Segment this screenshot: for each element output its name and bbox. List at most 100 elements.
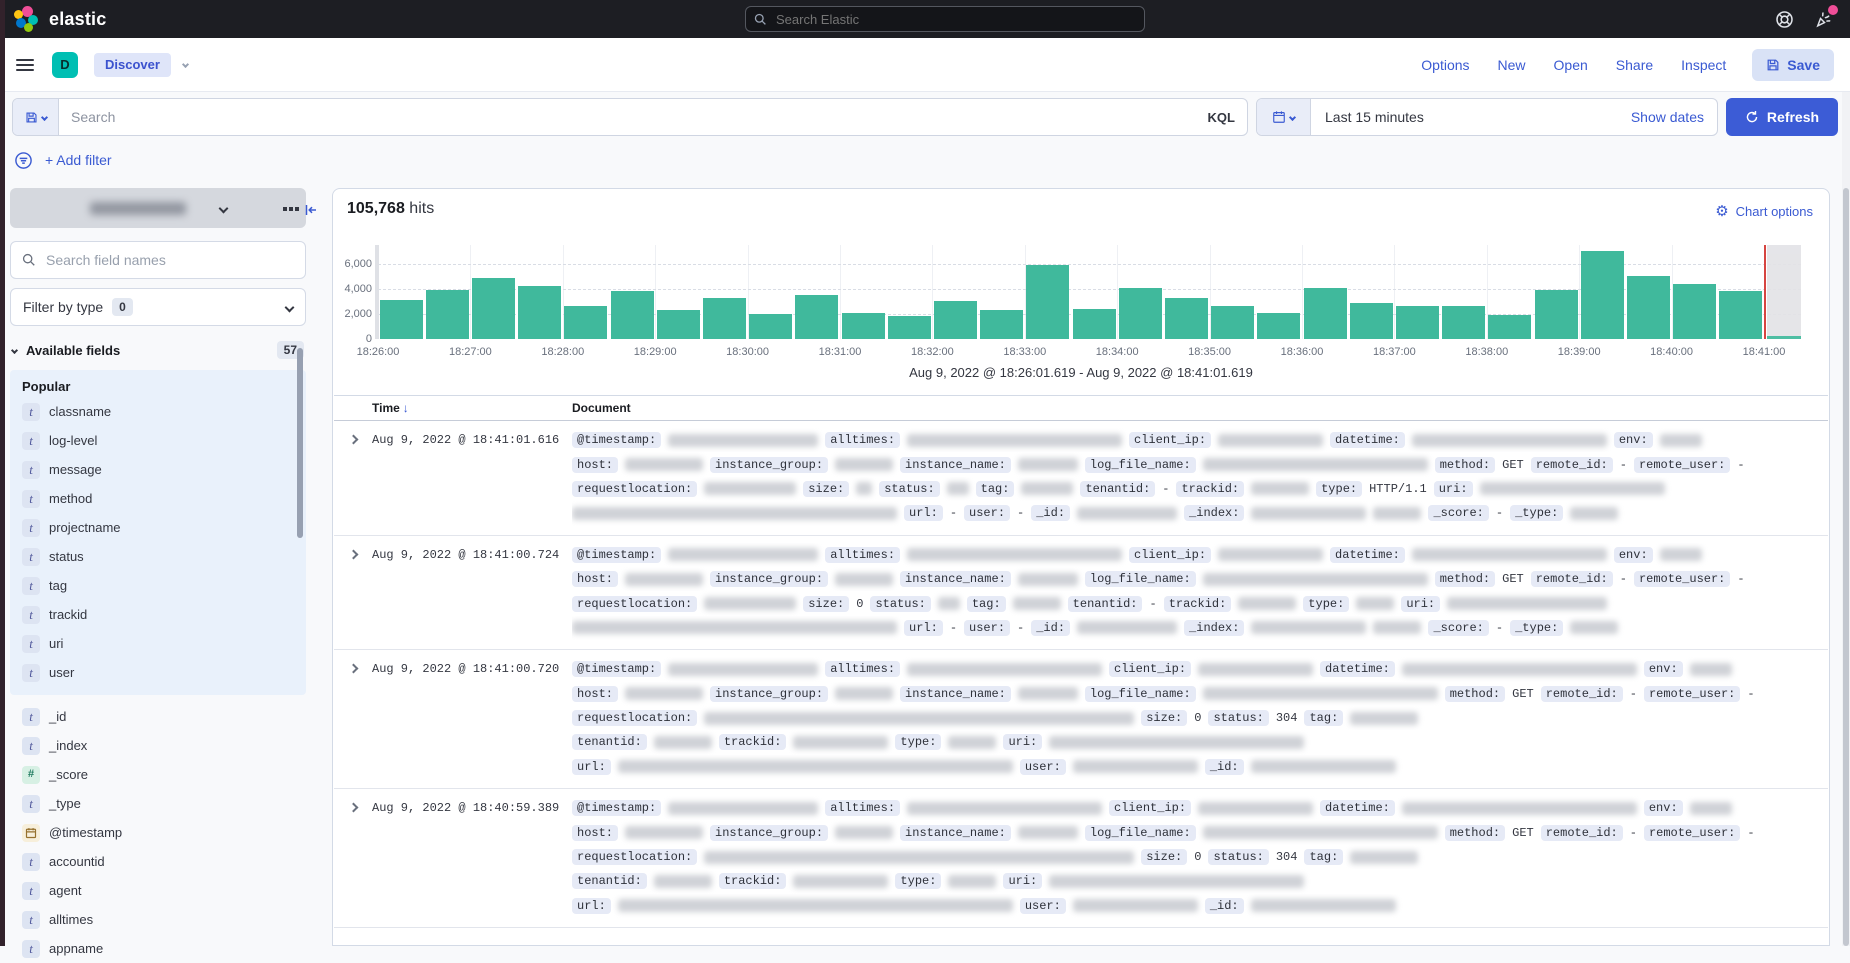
refresh-button[interactable]: Refresh: [1726, 98, 1838, 136]
field-item-alltimes[interactable]: t alltimes: [22, 905, 306, 934]
global-search-box[interactable]: [745, 6, 1145, 32]
inspect-button[interactable]: Inspect: [1681, 56, 1727, 73]
saved-query-menu-button[interactable]: [13, 99, 59, 135]
field-name: message: [49, 462, 102, 477]
redacted-value: [1021, 482, 1074, 496]
resize-handle-icon[interactable]: [283, 207, 299, 211]
histogram-bar[interactable]: [1395, 305, 1440, 339]
query-search-input[interactable]: [59, 109, 1196, 125]
histogram-bar[interactable]: [1349, 302, 1393, 339]
field-label-pill: @timestamp:: [572, 432, 662, 449]
field-item-user[interactable]: t user: [22, 658, 306, 687]
options-button[interactable]: Options: [1421, 56, 1470, 73]
histogram-bar[interactable]: [749, 313, 793, 339]
index-pattern-selector[interactable]: [10, 188, 306, 228]
collapse-sidebar-icon[interactable]: [303, 202, 319, 218]
new-button[interactable]: New: [1497, 56, 1526, 73]
menu-icon[interactable]: [16, 58, 34, 71]
field-label-pill: instance_name:: [900, 571, 1011, 588]
histogram-bar[interactable]: [471, 277, 516, 339]
histogram-bar[interactable]: [518, 286, 562, 339]
histogram-bar[interactable]: [1164, 297, 1209, 339]
histogram-bar[interactable]: [656, 310, 700, 339]
global-search-input[interactable]: [774, 10, 1136, 28]
field-item-tag[interactable]: t tag: [22, 571, 306, 600]
field-search-input[interactable]: [44, 251, 294, 269]
open-button[interactable]: Open: [1553, 56, 1588, 73]
histogram-bar[interactable]: [425, 290, 469, 339]
field-item-_score[interactable]: # _score: [22, 760, 306, 789]
field-item-accountid[interactable]: t accountid: [22, 847, 306, 876]
field-item-_id[interactable]: t _id: [22, 702, 306, 731]
text-field-icon: t: [22, 939, 40, 958]
histogram-bar[interactable]: [1719, 291, 1763, 339]
time-range-value[interactable]: Last 15 minutes: [1325, 109, 1424, 125]
filter-icon[interactable]: [14, 151, 33, 170]
page-scrollbar-thumb[interactable]: [1843, 188, 1849, 946]
histogram-bar[interactable]: [1580, 251, 1624, 339]
show-dates-button[interactable]: Show dates: [1630, 109, 1704, 125]
histogram-bar[interactable]: [1488, 315, 1532, 339]
histogram-bar[interactable]: [610, 290, 654, 339]
histogram-bar[interactable]: [1072, 308, 1116, 339]
field-item-uri[interactable]: t uri: [22, 629, 306, 658]
histogram-bar[interactable]: [1257, 312, 1301, 339]
histogram-bar[interactable]: [980, 309, 1024, 339]
sidebar-scrollbar[interactable]: [297, 348, 303, 538]
field-item-_type[interactable]: t _type: [22, 789, 306, 818]
add-filter-button[interactable]: + Add filter: [45, 152, 112, 168]
date-quick-select-button[interactable]: [1257, 99, 1311, 135]
filter-bar: + Add filter: [0, 144, 1850, 176]
kql-language-button[interactable]: KQL: [1207, 109, 1235, 125]
share-button[interactable]: Share: [1615, 56, 1654, 73]
chevron-down-icon[interactable]: [181, 60, 189, 69]
whats-new-icon[interactable]: [1814, 5, 1838, 29]
histogram-bar[interactable]: [379, 300, 423, 339]
available-fields-header[interactable]: Available fields 57: [10, 341, 306, 359]
field-item-status[interactable]: t status: [22, 542, 306, 571]
histogram-bar[interactable]: [1442, 306, 1486, 339]
save-button[interactable]: Save: [1752, 48, 1834, 81]
expand-row-icon[interactable]: [334, 428, 372, 445]
field-item-@timestamp[interactable]: @timestamp: [22, 818, 306, 847]
histogram-bar[interactable]: [841, 312, 885, 339]
field-label-pill: remote_id:: [1540, 824, 1623, 841]
histogram-bar[interactable]: [702, 297, 747, 339]
field-item-trackid[interactable]: t trackid: [22, 600, 306, 629]
field-label-pill: env:: [1643, 661, 1683, 678]
field-item-classname[interactable]: t classname: [22, 397, 306, 426]
filter-by-type-select[interactable]: Filter by type 0: [10, 288, 306, 326]
field-item-agent[interactable]: t agent: [22, 876, 306, 905]
histogram-bar[interactable]: [1673, 283, 1717, 339]
global-header: elastic: [0, 0, 1850, 38]
histogram-bar[interactable]: [1534, 290, 1578, 339]
field-item-appname[interactable]: t appname: [22, 934, 306, 963]
time-column-header[interactable]: Time ↓: [372, 401, 409, 415]
chart-options-button[interactable]: ⚙ Chart options: [1715, 204, 1813, 219]
histogram-bar[interactable]: [795, 294, 839, 339]
field-item-projectname[interactable]: t projectname: [22, 513, 306, 542]
histogram-bar[interactable]: [887, 315, 931, 339]
histogram-bar[interactable]: [1026, 265, 1070, 339]
expand-row-icon[interactable]: [334, 543, 372, 560]
field-item-method[interactable]: t method: [22, 484, 306, 513]
histogram-bar[interactable]: [1303, 287, 1347, 339]
histogram-bar[interactable]: [564, 305, 608, 339]
breadcrumb[interactable]: Discover: [94, 52, 171, 77]
text-field-icon: t: [22, 881, 40, 900]
expand-row-icon[interactable]: [334, 796, 372, 813]
histogram-bar[interactable]: [1211, 305, 1255, 339]
sort-descending-icon[interactable]: ↓: [402, 401, 409, 415]
help-icon[interactable]: [1775, 10, 1794, 29]
histogram-bar[interactable]: [933, 301, 978, 339]
elastic-logo-icon[interactable]: [14, 6, 40, 32]
field-item-message[interactable]: t message: [22, 455, 306, 484]
field-item-log-level[interactable]: t log-level: [22, 426, 306, 455]
histogram-bar[interactable]: [1626, 276, 1671, 339]
page-scrollbar[interactable]: [1842, 38, 1850, 946]
field-item-_index[interactable]: t _index: [22, 731, 306, 760]
x-axis-tick: 18:26:00: [356, 346, 400, 358]
histogram-bar[interactable]: [1118, 288, 1162, 339]
expand-row-icon[interactable]: [334, 657, 372, 674]
space-badge[interactable]: D: [52, 51, 78, 78]
